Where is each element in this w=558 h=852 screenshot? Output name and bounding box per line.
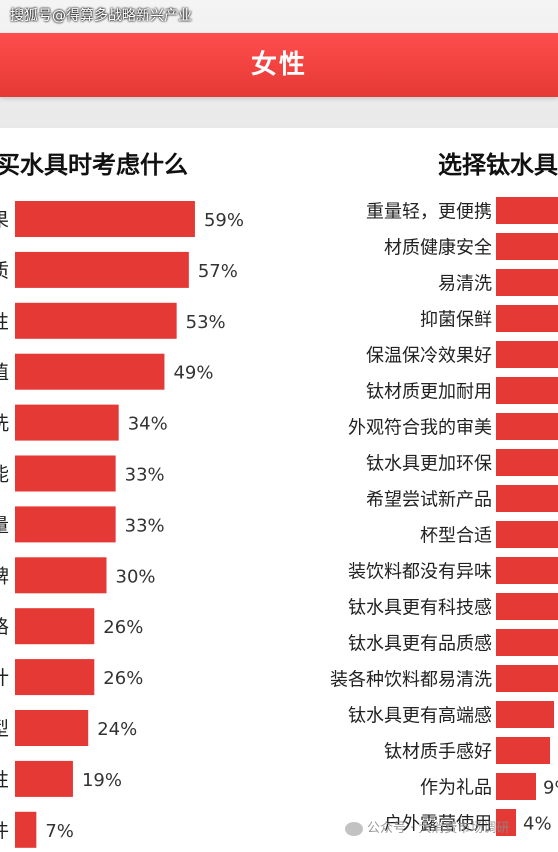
right-bar	[496, 557, 558, 584]
left-bar	[15, 760, 73, 797]
left-category-label: 格	[0, 616, 9, 638]
left-value-label: 30%	[116, 566, 156, 587]
left-value-label: 57%	[198, 261, 238, 282]
right-bar	[496, 737, 550, 764]
left-bar	[15, 302, 177, 339]
left-bar	[15, 506, 116, 543]
right-bar	[496, 305, 558, 332]
banner: 女性	[0, 33, 558, 97]
left-category-label: 性	[0, 311, 9, 333]
left-bar	[15, 201, 195, 237]
left-bar	[15, 455, 116, 492]
right-bar	[496, 809, 516, 836]
left-category-label: 型	[0, 718, 9, 740]
right-bar	[496, 593, 558, 620]
left-value-label: 26%	[103, 668, 143, 689]
left-value-label: 33%	[125, 515, 165, 536]
right-bar	[496, 521, 558, 548]
right-category-label: 钛水具更有高端感	[348, 706, 492, 727]
right-bar	[496, 377, 558, 404]
left-category-label: 性	[0, 769, 9, 791]
left-value-label: 49%	[173, 363, 213, 384]
left-category-label: 能	[0, 464, 9, 486]
left-bar	[15, 710, 89, 746]
right-chart-title: 选择钛水具	[438, 151, 558, 179]
left-bar	[15, 608, 95, 645]
left-bar	[15, 404, 119, 441]
right-value-label: 4%	[523, 814, 552, 835]
right-category-label: 钛水具更加环保	[366, 454, 492, 475]
source-watermark: 搜狐号@得算多战略新兴产业	[10, 8, 192, 24]
right-category-label: 钛材质更加耐用	[366, 382, 492, 403]
left-category-label: 值	[0, 362, 9, 384]
right-bar	[496, 413, 558, 440]
right-bar	[496, 701, 554, 728]
right-category-label: 重量轻，更便携	[366, 202, 492, 223]
left-value-label: 59%	[204, 210, 244, 231]
left-bar	[15, 251, 189, 288]
banner-title: 女性	[250, 50, 307, 80]
right-category-label: 抑菌保鲜	[420, 310, 492, 331]
right-category-label: 希望尝试新产品	[366, 490, 492, 511]
left-chart-title: 买水具时考虑什么	[0, 151, 188, 179]
left-bar	[15, 811, 37, 848]
right-category-label: 户外露营使用	[384, 814, 492, 835]
right-category-label: 易清洗	[438, 274, 492, 295]
right-bar	[496, 233, 558, 260]
right-category-label: 钛水具更有科技感	[348, 598, 492, 619]
right-category-label: 材质健康安全	[384, 238, 492, 259]
left-category-label: 计	[0, 667, 9, 689]
right-category-label: 装饮料都没有异味	[348, 562, 492, 583]
left-value-label: 7%	[45, 821, 74, 842]
right-category-label: 装各种饮料都易清洗	[330, 670, 492, 691]
left-bar	[15, 659, 95, 696]
right-category-label: 作为礼品	[420, 778, 492, 799]
footer-watermark: 公众号 · 大消费市场调研	[345, 817, 509, 836]
left-value-label: 53%	[186, 312, 226, 333]
right-bar	[496, 269, 558, 296]
left-bar	[15, 353, 165, 390]
left-bar	[15, 557, 107, 594]
right-bar	[496, 449, 558, 476]
right-category-label: 杯型合适	[420, 526, 492, 547]
right-category-label: 外观符合我的审美	[348, 418, 492, 439]
right-bar	[496, 629, 558, 656]
left-category-label: 量	[0, 514, 9, 536]
wechat-icon	[345, 821, 363, 836]
left-value-label: 26%	[103, 617, 143, 638]
right-category-label: 保温保冷效果好	[366, 346, 492, 367]
left-value-label: 24%	[97, 719, 137, 740]
left-category-label: 质	[0, 260, 9, 282]
right-category-label: 钛材质手感好	[384, 742, 492, 763]
right-bar	[496, 773, 536, 800]
left-category-label: 果	[0, 209, 9, 231]
right-bar	[496, 665, 558, 692]
left-value-label: 19%	[82, 770, 122, 791]
left-category-label: 件	[0, 820, 9, 842]
left-category-label: 洗	[0, 413, 9, 435]
right-value-label: 9%	[543, 778, 558, 799]
left-category-label: 牌	[0, 565, 9, 587]
left-value-label: 33%	[125, 465, 165, 486]
left-value-label: 34%	[128, 414, 168, 435]
right-category-label: 钛水具更有品质感	[348, 634, 492, 655]
right-bar	[496, 485, 558, 512]
right-bar	[496, 341, 558, 368]
right-bar	[496, 197, 558, 224]
footer-watermark-text: 公众号 · 大消费市场调研	[367, 821, 510, 836]
